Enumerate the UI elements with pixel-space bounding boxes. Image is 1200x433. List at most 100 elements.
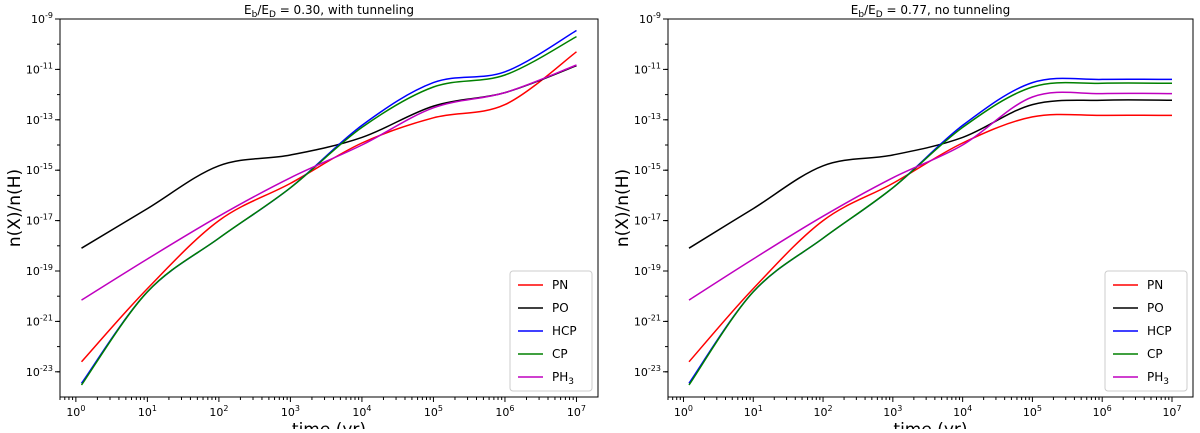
y-tick-label-exponent: -17 bbox=[648, 213, 661, 222]
y-tick-label: 10-15 bbox=[26, 162, 53, 177]
title-part-sub_b: b bbox=[858, 10, 864, 20]
chart-title: Eb/ED = 0.30, with tunneling bbox=[244, 3, 414, 20]
x-tick-label: 100 bbox=[674, 404, 693, 419]
y-tick-label-exponent: -23 bbox=[648, 364, 661, 373]
legend-label: CP bbox=[552, 347, 568, 361]
series-line-cp bbox=[688, 81, 1173, 386]
y-tick-label-exponent: -15 bbox=[40, 162, 53, 171]
title-part-sub_d: D bbox=[876, 10, 883, 20]
x-tick-label-exponent: 7 bbox=[1176, 404, 1181, 413]
series-line-hcp bbox=[688, 77, 1173, 384]
x-tick-label-exponent: 1 bbox=[758, 404, 763, 413]
x-tick-label: 102 bbox=[814, 404, 833, 419]
y-tick-label-exponent: -9 bbox=[653, 11, 661, 20]
x-tick-label-exponent: 0 bbox=[80, 404, 85, 413]
legend-box bbox=[509, 270, 593, 392]
title-part-rest: = 0.77, no tunneling bbox=[883, 3, 1011, 17]
legend: PN PO HCP CP PH3 bbox=[509, 270, 593, 392]
y-tick-label: 10-21 bbox=[26, 313, 53, 328]
x-tick-label: 104 bbox=[953, 404, 972, 419]
x-tick-label-exponent: 4 bbox=[967, 404, 972, 413]
series-line-cp bbox=[80, 35, 577, 386]
y-axis-label: n(X)/n(H) bbox=[5, 169, 25, 247]
x-tick-label: 100 bbox=[66, 404, 85, 419]
y-tick-label: 10-17 bbox=[634, 213, 661, 228]
y-axis-label: n(X)/n(H) bbox=[613, 169, 633, 247]
y-tick-label-exponent: -19 bbox=[648, 263, 661, 272]
y-tick-label: 10-23 bbox=[634, 364, 661, 379]
y-tick-label: 10-21 bbox=[634, 313, 661, 328]
legend-box bbox=[1104, 270, 1188, 392]
x-tick-label-exponent: 0 bbox=[688, 404, 693, 413]
legend: PN PO HCP CP PH3 bbox=[1104, 270, 1188, 392]
x-tick-label: 103 bbox=[883, 404, 902, 419]
y-tick-label-exponent: -11 bbox=[40, 61, 53, 70]
x-tick-label-exponent: 6 bbox=[509, 404, 514, 413]
legend-label: PO bbox=[1147, 301, 1164, 315]
y-tick-label: 10-13 bbox=[26, 112, 53, 127]
title-part-sub_b: b bbox=[252, 10, 258, 20]
x-axis-label: time (yr) bbox=[292, 420, 366, 429]
x-tick-label: 103 bbox=[281, 404, 300, 419]
legend-label: PN bbox=[552, 278, 568, 292]
series-line-hcp bbox=[80, 29, 577, 384]
plot-area bbox=[80, 29, 577, 386]
title-part-rest: = 0.30, with tunneling bbox=[276, 3, 414, 17]
x-tick-label: 105 bbox=[424, 404, 443, 419]
x-tick-label: 106 bbox=[1093, 404, 1112, 419]
title-part-main: E bbox=[244, 3, 252, 17]
x-tick-label: 107 bbox=[1162, 404, 1181, 419]
legend-label: PN bbox=[1147, 278, 1163, 292]
legend-label: HCP bbox=[552, 324, 577, 338]
series-line-po bbox=[688, 99, 1173, 249]
x-tick-label: 107 bbox=[567, 404, 586, 419]
y-tick-label-exponent: -19 bbox=[40, 263, 53, 272]
y-tick-label-exponent: -11 bbox=[648, 61, 661, 70]
y-tick-label: 10-15 bbox=[634, 162, 661, 177]
y-tick-label: 10-19 bbox=[634, 263, 661, 278]
y-tick-label: 10-9 bbox=[639, 11, 661, 26]
x-tick-label: 104 bbox=[352, 404, 371, 419]
y-tick-label-exponent: -21 bbox=[40, 313, 53, 322]
x-tick-label: 102 bbox=[209, 404, 228, 419]
x-tick-label: 101 bbox=[138, 404, 157, 419]
x-tick-label-exponent: 5 bbox=[1037, 404, 1042, 413]
left-panel: 100 101 102 103 104 105 106 10710-2310-2110-191… bbox=[5, 3, 599, 433]
title-part-sep: /E bbox=[257, 3, 269, 17]
y-tick-label-exponent: -9 bbox=[45, 11, 53, 20]
legend-subscript: 3 bbox=[1163, 377, 1169, 387]
right-panel: 100 101 102 103 104 105 106 10710-2310-2110-191… bbox=[613, 3, 1194, 433]
title-part-sub_d: D bbox=[269, 10, 276, 20]
chart-title: Eb/ED = 0.77, no tunneling bbox=[851, 3, 1010, 20]
y-tick-label: 10-9 bbox=[31, 11, 53, 26]
y-tick-label: 10-11 bbox=[634, 61, 661, 76]
x-tick-label-exponent: 7 bbox=[581, 404, 586, 413]
series-line-ph3 bbox=[81, 64, 577, 301]
x-tick-label: 105 bbox=[1023, 404, 1042, 419]
plot-area bbox=[688, 77, 1173, 386]
title-part-main: E bbox=[851, 3, 859, 17]
x-tick-label-exponent: 6 bbox=[1107, 404, 1112, 413]
x-tick-label-exponent: 3 bbox=[897, 404, 902, 413]
y-tick-label: 10-17 bbox=[26, 213, 53, 228]
x-tick-label-exponent: 5 bbox=[438, 404, 443, 413]
series-line-pn bbox=[688, 113, 1173, 363]
axes-frame bbox=[667, 18, 1194, 398]
x-tick-label: 106 bbox=[495, 404, 514, 419]
legend-label: PO bbox=[552, 301, 569, 315]
series-line-pn bbox=[80, 51, 577, 363]
x-tick-label-exponent: 3 bbox=[295, 404, 300, 413]
y-tick-label-exponent: -13 bbox=[40, 112, 53, 121]
x-tick-label-exponent: 2 bbox=[223, 404, 228, 413]
y-tick-label-exponent: -15 bbox=[648, 162, 661, 171]
y-tick-label: 10-13 bbox=[634, 112, 661, 127]
x-tick-label-exponent: 2 bbox=[828, 404, 833, 413]
y-tick-label-exponent: -23 bbox=[40, 364, 53, 373]
x-axis-label: time (yr) bbox=[893, 420, 967, 429]
x-tick-label-exponent: 4 bbox=[366, 404, 371, 413]
legend-label: CP bbox=[1147, 347, 1163, 361]
x-tick-label-exponent: 1 bbox=[152, 404, 157, 413]
axes-frame bbox=[59, 18, 599, 398]
legend-label: PH3 bbox=[1147, 370, 1169, 387]
